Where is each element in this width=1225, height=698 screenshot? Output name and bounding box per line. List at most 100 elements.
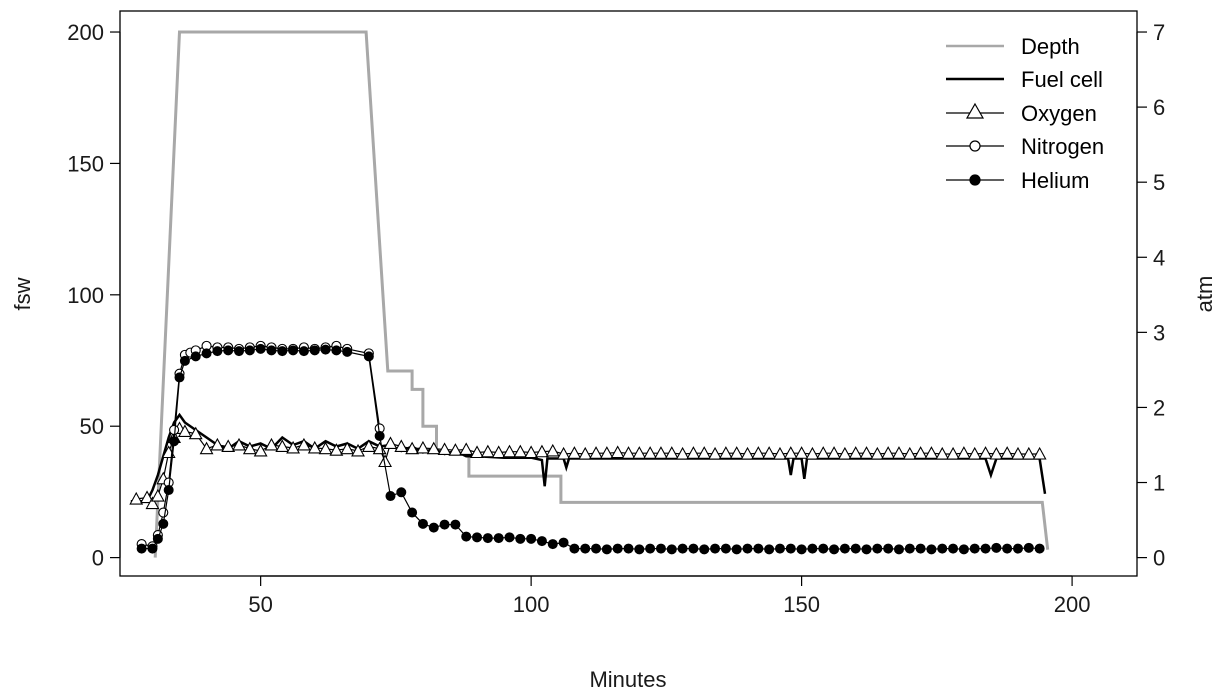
oxygen-point (177, 424, 192, 438)
helium-point (937, 543, 948, 554)
y-left-tick-label: 200 (67, 20, 104, 45)
oxygen-point (253, 443, 268, 457)
helium-point (688, 543, 699, 554)
helium-point (1002, 543, 1013, 554)
legend-entry-oxygen: Oxygen (946, 101, 1097, 126)
helium-point (461, 531, 472, 542)
helium-point (169, 436, 180, 447)
helium-point (883, 543, 894, 554)
oxygen-point (967, 446, 982, 460)
helium-point (569, 543, 580, 554)
oxygen-point (794, 446, 809, 459)
oxygen-point (340, 441, 355, 455)
helium-point (580, 543, 591, 554)
oxygen-point (535, 444, 549, 458)
series-depth (153, 30, 1050, 558)
oxygen-point (513, 444, 528, 458)
oxygen-point (405, 441, 420, 455)
y-left-tick-label: 150 (67, 151, 104, 176)
legend-triangle-marker (965, 102, 985, 119)
helium-point (720, 543, 731, 554)
oxygen-point (589, 446, 603, 459)
helium-point (417, 518, 428, 529)
oxygen-point (545, 443, 560, 457)
legend-label-depth: Depth (1021, 34, 1080, 59)
oxygen-point (1000, 446, 1015, 459)
oxygen-point (718, 446, 733, 459)
helium-point (298, 346, 309, 357)
legend-label-fuel-cell: Fuel cell (1021, 67, 1103, 92)
oxygen-point (145, 496, 160, 510)
helium-point (991, 542, 1002, 553)
helium-point (1023, 542, 1034, 553)
oxygen-point (859, 446, 874, 459)
y-right-tick-label: 0 (1153, 546, 1165, 571)
oxygen-point (837, 446, 852, 460)
helium-point (645, 543, 656, 554)
oxygen-point (783, 446, 798, 459)
oxygen-point (480, 444, 495, 458)
oxygen-point (437, 442, 452, 456)
helium-point (385, 491, 396, 502)
helium-point (374, 430, 385, 441)
helium-point (201, 348, 212, 359)
x-tick-label: 150 (783, 592, 820, 617)
helium-point (450, 519, 461, 530)
oxygen-point (567, 446, 582, 459)
oxygen-point (762, 446, 777, 459)
helium-point (482, 533, 493, 544)
oxygen-point (902, 446, 917, 460)
oxygen-point (242, 441, 257, 455)
legend-label-helium: Helium (1021, 168, 1089, 193)
helium-point (515, 533, 526, 544)
oxygen-point (188, 426, 203, 440)
nitrogen-point (169, 424, 180, 436)
helium-point (764, 544, 775, 555)
helium-point (190, 351, 201, 362)
oxygen-point (416, 440, 430, 454)
helium-point (158, 518, 169, 529)
oxygen-point (632, 446, 647, 459)
oxygen-point (956, 446, 971, 459)
oxygen-point (870, 446, 885, 460)
helium-point (363, 351, 374, 362)
legend: Depth Fuel cell Oxygen Nitrogen Helium (946, 34, 1104, 193)
helium-point (536, 536, 547, 547)
x-tick-label: 50 (248, 592, 272, 617)
helium-point (893, 544, 904, 555)
helium-point (666, 544, 677, 555)
helium-point (655, 543, 666, 554)
axes: 50 100 150 200 0 50 100 150 200 0 1 2 3 4 5 6 7 (67, 20, 1165, 617)
helium-point (980, 543, 991, 554)
series-helium (136, 343, 1045, 555)
helium-point (547, 539, 558, 550)
legend-label-nitrogen: Nitrogen (1021, 134, 1104, 159)
oxygen-point (621, 446, 636, 459)
series-oxygen (129, 421, 1047, 510)
legend-entry-helium: Helium (946, 168, 1089, 193)
helium-point (526, 533, 537, 544)
y-axis-left-title: fsw (10, 277, 35, 310)
helium-point (493, 533, 504, 544)
oxygen-point (805, 446, 820, 460)
helium-point (850, 543, 861, 554)
helium-point (342, 346, 353, 357)
helium-point (147, 543, 158, 554)
oxygen-point (199, 441, 214, 455)
helium-point (255, 343, 266, 354)
helium-point (829, 544, 840, 555)
y-right-tick-label: 2 (1153, 395, 1165, 420)
oxygen-point (827, 446, 841, 459)
helium-point (266, 345, 277, 356)
oxygen-point (816, 446, 831, 459)
helium-point (612, 543, 623, 554)
oxygen-point (892, 446, 906, 459)
oxygen-point (654, 446, 668, 459)
helium-point (742, 543, 753, 554)
oxygen-point (232, 437, 246, 451)
y-right-tick-label: 4 (1153, 245, 1165, 270)
oxygen-point (686, 446, 701, 459)
helium-point (861, 544, 872, 555)
plot-area (129, 30, 1050, 558)
